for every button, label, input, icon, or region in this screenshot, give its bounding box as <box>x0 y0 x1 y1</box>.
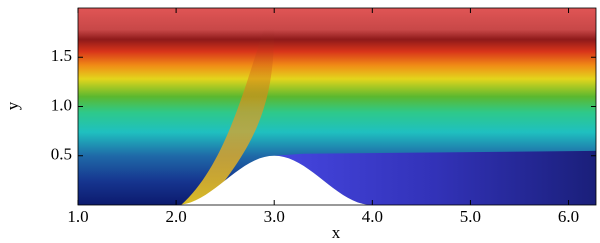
x-axis-label: x <box>332 223 341 242</box>
x-tick-label: 4.0 <box>362 207 383 226</box>
plot-area <box>78 8 596 206</box>
y-tick-label: 1.0 <box>51 95 72 114</box>
x-tick-label: 5.0 <box>460 207 481 226</box>
y-tick-label: 1.5 <box>51 46 72 65</box>
shear-layer <box>181 27 275 206</box>
y-axis-label: y <box>3 101 22 110</box>
y-tick-label: 0.5 <box>51 145 72 164</box>
x-tick-label: 2.0 <box>165 207 186 226</box>
x-tick-label: 3.0 <box>264 207 285 226</box>
wake-region <box>274 150 596 205</box>
x-tick-label: 6.0 <box>558 207 579 226</box>
x-tick-label: 1.0 <box>67 207 88 226</box>
obstacle <box>176 155 373 205</box>
